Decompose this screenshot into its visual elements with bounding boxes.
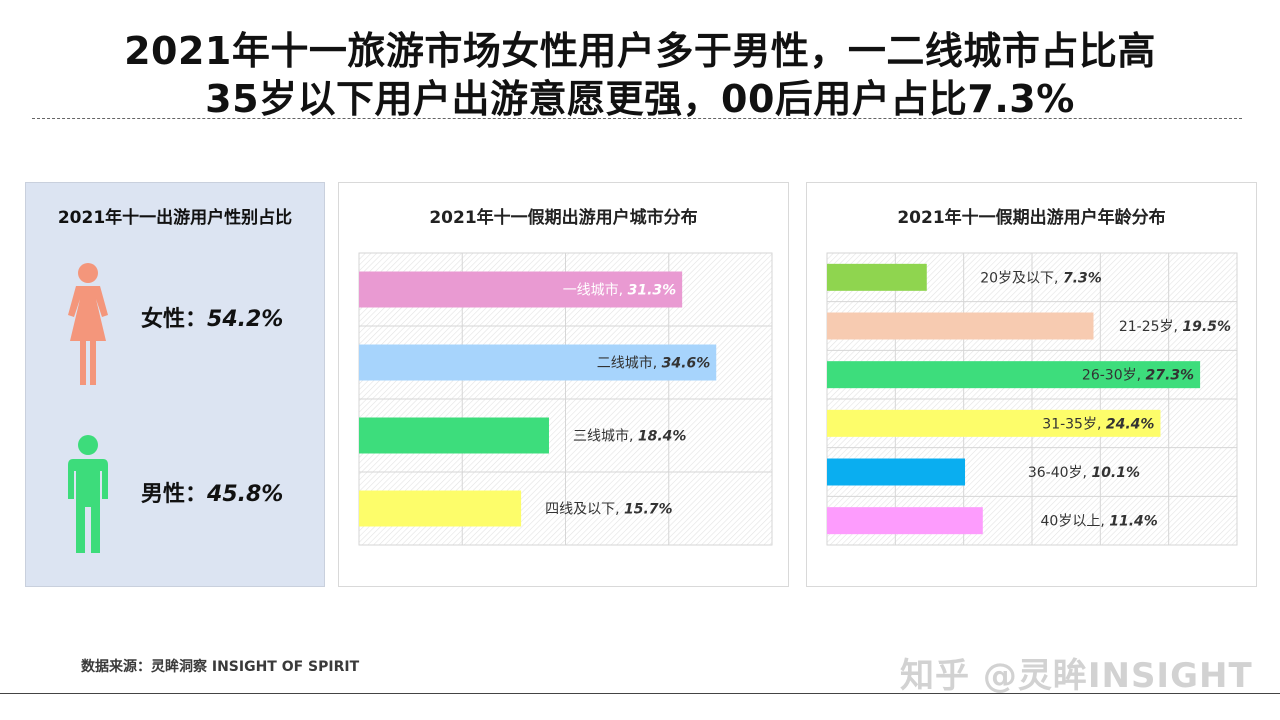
page-title-line-1: 2021年十一旅游市场女性用户多于男性，一二线城市占比高 bbox=[124, 29, 1156, 73]
city-category-label: 二线城市, bbox=[597, 355, 662, 372]
title-divider bbox=[32, 118, 1242, 119]
male-label: 男性： bbox=[141, 482, 208, 507]
age-category-label: 21-25岁, bbox=[1119, 319, 1183, 335]
male-stat: 男性：45.8% bbox=[141, 476, 283, 508]
female-person-icon bbox=[68, 263, 108, 385]
city-bar-chart: 一线城市, 31.3% 二线城市, 34.6% 三线城市, 18.4% 四线及以下, … bbox=[358, 252, 773, 546]
city-value-label: 15.7% bbox=[624, 502, 673, 518]
page-title-line-2: 35岁以下用户出游意愿更强，00后用户占比7.3% bbox=[205, 77, 1075, 121]
age-value-label: 11.4% bbox=[1109, 514, 1158, 530]
age-bar bbox=[827, 409, 1161, 437]
age-value-label: 24.4% bbox=[1106, 416, 1155, 432]
city-category-label: 一线城市, bbox=[563, 282, 628, 299]
city-data-label: 一线城市, 31.3% bbox=[563, 282, 676, 299]
female-label: 女性： bbox=[141, 307, 208, 332]
age-data-label: 40岁以上, 11.4% bbox=[1041, 514, 1158, 530]
city-distribution-panel: 2021年十一假期出游用户城市分布 一线城市, 31.3% 二线城市, 34.6%… bbox=[338, 182, 789, 587]
age-data-label: 21-25岁, 19.5% bbox=[1119, 319, 1231, 335]
age-category-label: 31-35岁, bbox=[1042, 416, 1106, 432]
city-bar bbox=[359, 271, 683, 308]
age-bar bbox=[827, 361, 1201, 389]
gender-panel-title: 2021年十一出游用户性别占比 bbox=[57, 208, 293, 228]
age-category-label: 20岁及以下, bbox=[980, 270, 1063, 286]
age-chart-title: 2021年十一假期出游用户年龄分布 bbox=[897, 208, 1166, 228]
data-source: 数据来源：灵眸洞察 INSIGHT OF SPIRIT bbox=[81, 659, 360, 675]
watermark: 知乎 @灵眸INSIGHT bbox=[900, 656, 1253, 696]
male-value: 45.8% bbox=[207, 482, 284, 507]
gender-panel: 2021年十一出游用户性别占比 女性：54.2% 男性：45.8% bbox=[25, 182, 325, 587]
age-category-label: 40岁以上, bbox=[1041, 514, 1110, 530]
city-data-label: 二线城市, 34.6% bbox=[597, 355, 710, 372]
age-bar bbox=[827, 263, 927, 291]
city-category-label: 四线及以下, bbox=[545, 502, 624, 518]
age-bar bbox=[827, 507, 983, 535]
bottom-rule bbox=[0, 693, 1280, 694]
age-bar-chart: 20岁及以下, 7.3% 21-25岁, 19.5% 26-30岁, 27.3% 31… bbox=[826, 252, 1238, 546]
city-chart-title: 2021年十一假期出游用户城市分布 bbox=[429, 208, 698, 228]
age-value-label: 19.5% bbox=[1182, 319, 1231, 335]
city-value-label: 18.4% bbox=[638, 429, 687, 445]
age-value-label: 7.3% bbox=[1063, 270, 1102, 286]
age-data-label: 20岁及以下, 7.3% bbox=[980, 270, 1102, 286]
city-bar bbox=[359, 417, 549, 454]
female-value: 54.2% bbox=[207, 307, 284, 332]
female-stat: 女性：54.2% bbox=[141, 301, 283, 333]
age-distribution-panel: 2021年十一假期出游用户年龄分布 20岁及以下, 7.3% 21-25岁, 19… bbox=[806, 182, 1257, 587]
city-bar bbox=[359, 490, 522, 527]
male-person-icon bbox=[68, 435, 108, 553]
age-value-label: 27.3% bbox=[1146, 368, 1195, 384]
city-value-label: 31.3% bbox=[628, 283, 677, 299]
age-category-label: 36-40岁, bbox=[1028, 465, 1092, 481]
city-data-label: 三线城市, 18.4% bbox=[573, 428, 686, 445]
age-bar bbox=[827, 312, 1094, 340]
age-data-label: 36-40岁, 10.1% bbox=[1028, 465, 1140, 481]
age-data-label: 31-35岁, 24.4% bbox=[1042, 416, 1154, 432]
city-value-label: 34.6% bbox=[662, 356, 711, 372]
age-data-label: 26-30岁, 27.3% bbox=[1082, 368, 1194, 384]
city-bar bbox=[359, 344, 717, 381]
age-bar bbox=[827, 458, 966, 486]
city-category-label: 三线城市, bbox=[573, 428, 638, 445]
age-category-label: 26-30岁, bbox=[1082, 368, 1146, 384]
city-data-label: 四线及以下, 15.7% bbox=[545, 502, 672, 518]
age-value-label: 10.1% bbox=[1091, 465, 1140, 481]
